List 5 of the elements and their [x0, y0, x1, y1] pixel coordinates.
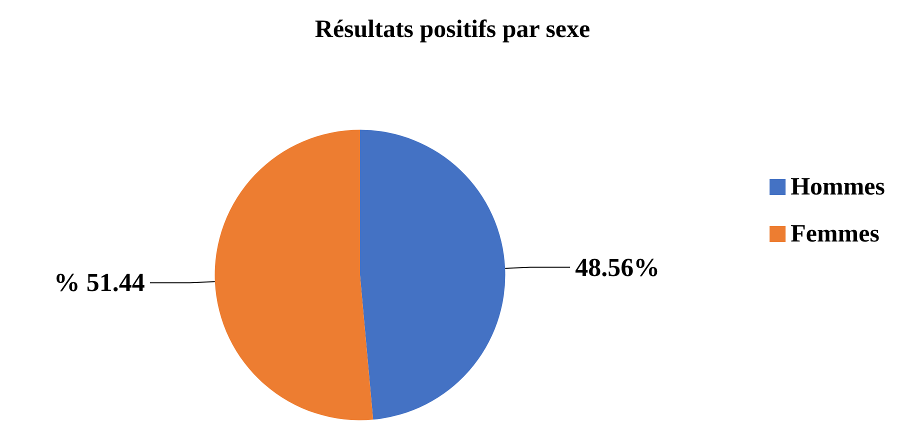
data-label: % 51.44 [54, 268, 145, 298]
data-label: 48.56% [575, 252, 660, 282]
chart-title: Résultats positifs par sexe [314, 16, 590, 43]
legend-label: Hommes [790, 174, 886, 200]
legend-label: Femmes [790, 220, 880, 248]
